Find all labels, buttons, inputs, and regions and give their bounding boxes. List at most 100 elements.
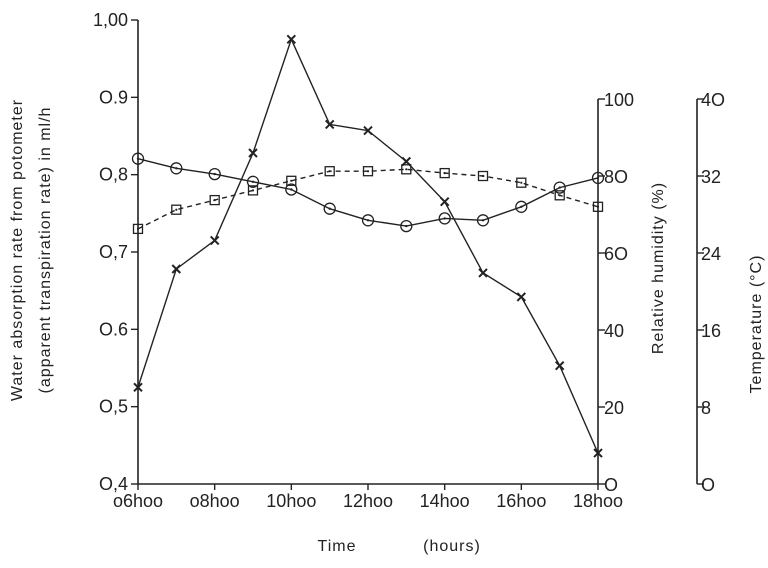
left-axis-tick-label: O.9: [99, 87, 128, 107]
temperature-axis-tick-label: O: [701, 475, 715, 495]
series-square-point: [516, 177, 527, 188]
left-axis-label-line1: Water absorption rate from potometer: [9, 99, 26, 401]
cross-marker: [439, 196, 450, 207]
axis-labels: Water absorption rate from potometer (ap…: [9, 99, 765, 555]
circle-marker-dot: [481, 219, 485, 222]
square-marker-dot: [328, 170, 331, 173]
circle-marker: [323, 202, 336, 215]
series-cross-point: [363, 125, 373, 136]
x-axis-tick-label: 16hoo: [496, 491, 546, 511]
series-circle-point: [438, 212, 451, 225]
left-axis-label-line2: (apparent transpiration rate) in ml/h: [37, 107, 54, 394]
cross-marker: [363, 125, 373, 136]
series-square-point: [171, 204, 182, 215]
square-marker-dot: [481, 174, 485, 178]
cross-marker: [171, 264, 182, 274]
circle-marker: [361, 214, 375, 227]
square-marker: [592, 201, 604, 212]
square-marker: [324, 166, 335, 177]
series-cross-point: [593, 448, 603, 458]
circle-marker-dot: [290, 188, 293, 191]
cross-marker: [324, 119, 335, 130]
series-circle-point: [208, 167, 221, 181]
square-marker: [132, 223, 144, 235]
left-axis-tick-label: O,5: [99, 397, 128, 417]
circle-marker-dot: [251, 180, 255, 183]
humidity-axis-label: Relative humidity (%): [650, 182, 667, 354]
humidity-axis-tick-label: 40: [604, 321, 624, 341]
temperature-axis-label: Temperature (°C): [748, 255, 765, 394]
series-layer: [131, 34, 605, 458]
cross-marker: [286, 34, 297, 45]
x-axis-tick-label: o8hoo: [190, 491, 240, 511]
series-cross-line: [137, 37, 599, 454]
series-circle-point: [400, 219, 413, 233]
circle-marker: [476, 214, 490, 227]
square-marker-dot: [136, 227, 140, 230]
series-square-point: [132, 223, 144, 235]
series-square-point: [324, 166, 335, 177]
series-circle-point: [131, 152, 145, 165]
series-cross-point: [516, 292, 527, 302]
series-square-point: [247, 185, 259, 196]
series-square-point: [554, 190, 565, 201]
series-cross-point: [209, 235, 220, 246]
square-marker-dot: [175, 208, 178, 211]
series-circle-point: [591, 171, 605, 185]
cross-marker: [593, 448, 603, 458]
circle-marker: [400, 219, 413, 233]
left-axis-tick-label: O,8: [99, 165, 128, 185]
circle-marker-dot: [443, 217, 446, 220]
circle-marker: [131, 152, 145, 165]
square-marker: [477, 170, 489, 182]
circle-marker-dot: [596, 176, 600, 180]
square-marker: [439, 167, 450, 179]
series-circle-point: [361, 214, 375, 227]
series-circle-point: [170, 162, 183, 175]
square-marker-dot: [366, 170, 370, 173]
square-marker: [247, 185, 259, 196]
square-marker: [286, 175, 297, 186]
circle-marker-dot: [213, 172, 216, 176]
square-marker: [171, 204, 182, 215]
series-cross-point: [171, 264, 182, 274]
circle-marker: [553, 181, 566, 194]
series-square-point: [477, 170, 489, 182]
temperature-axis-tick-label: 8: [701, 398, 711, 418]
square-marker: [362, 166, 374, 177]
circle-marker-dot: [175, 167, 178, 170]
square-marker-dot: [443, 172, 446, 175]
circle-marker: [515, 200, 528, 213]
circle-marker-dot: [558, 186, 561, 189]
cross-marker: [516, 292, 527, 302]
series-circle-line: [137, 158, 599, 227]
humidity-axis-tick-label: O: [604, 475, 618, 495]
square-marker: [209, 194, 220, 206]
circle-marker: [246, 175, 260, 188]
square-marker: [554, 190, 565, 201]
series-circle-point: [515, 200, 528, 213]
x-axis-label: Time: [318, 538, 357, 555]
series-cross-point: [478, 268, 488, 278]
circle-marker-dot: [520, 205, 523, 208]
square-marker-dot: [558, 194, 561, 197]
series-cross-point: [133, 382, 143, 393]
circle-marker-dot: [405, 224, 408, 228]
square-marker-dot: [405, 168, 408, 171]
left-axis-tick-label: O,4: [99, 474, 128, 494]
left-axis-tick-label: 1,00: [93, 10, 128, 30]
circle-marker: [208, 167, 221, 181]
cross-marker: [478, 268, 488, 278]
series-cross-point: [554, 360, 565, 371]
cross-marker: [248, 148, 258, 158]
circle-marker-dot: [136, 157, 140, 160]
humidity-axis-tick-label: 6O: [604, 244, 628, 264]
square-marker: [516, 177, 527, 188]
circle-marker: [591, 171, 605, 185]
temperature-axis-tick-label: 32: [701, 167, 721, 187]
circle-marker: [285, 183, 298, 196]
humidity-axis-tick-label: 100: [604, 90, 634, 110]
series-square-point: [439, 167, 450, 179]
cross-marker: [209, 235, 220, 246]
